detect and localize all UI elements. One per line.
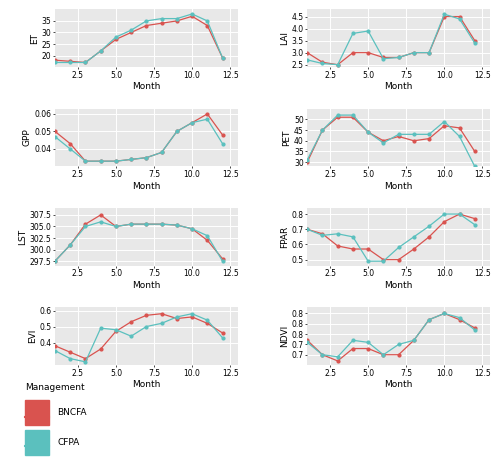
Y-axis label: LST: LST: [18, 229, 27, 245]
Text: CFPA: CFPA: [57, 438, 79, 447]
Y-axis label: GPP: GPP: [23, 129, 32, 146]
X-axis label: Month: Month: [384, 281, 413, 290]
Y-axis label: FPAR: FPAR: [280, 226, 289, 248]
X-axis label: Month: Month: [132, 182, 160, 190]
X-axis label: Month: Month: [132, 380, 160, 389]
Y-axis label: LAI: LAI: [280, 31, 289, 45]
Text: BNCFA: BNCFA: [57, 408, 86, 417]
X-axis label: Month: Month: [132, 281, 160, 290]
Y-axis label: PET: PET: [282, 129, 291, 146]
X-axis label: Month: Month: [384, 82, 413, 91]
Y-axis label: ET: ET: [30, 33, 39, 44]
X-axis label: Month: Month: [384, 182, 413, 190]
X-axis label: Month: Month: [132, 82, 160, 91]
Y-axis label: EVI: EVI: [28, 329, 36, 344]
Y-axis label: NDVI: NDVI: [280, 325, 289, 347]
X-axis label: Month: Month: [384, 380, 413, 389]
Text: Management: Management: [25, 383, 84, 392]
